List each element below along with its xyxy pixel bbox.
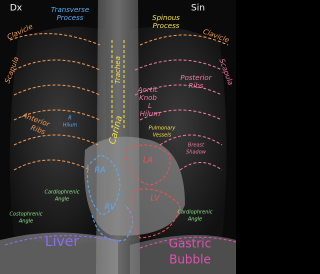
label: Ribs	[189, 82, 204, 90]
label: Angle	[187, 217, 202, 223]
label: Vessels	[153, 133, 172, 139]
label: Pulmonary	[149, 126, 177, 132]
label: Liver	[45, 234, 80, 250]
label: L	[148, 102, 152, 110]
chamber-label: LV	[150, 194, 160, 203]
label: R	[68, 116, 71, 122]
label: Process	[153, 22, 180, 30]
side-label: Sin	[191, 4, 205, 14]
chamber-label: LA	[143, 156, 153, 165]
xray-annotated: Dx Sin Transverse Process Spinous Proces…	[0, 0, 236, 274]
label: Spinous	[152, 14, 180, 22]
chamber-label: RV	[104, 203, 116, 212]
label: Aortic	[137, 86, 159, 94]
diaphragm-right	[0, 232, 118, 274]
rib-outlines	[4, 33, 236, 249]
label: Knob	[139, 94, 157, 102]
label: Hilum	[63, 123, 78, 129]
label: Angle	[54, 197, 69, 203]
label: Trachea	[114, 56, 122, 84]
label: Bubble	[169, 253, 211, 267]
chamber-label: RA	[94, 166, 105, 175]
label: Process	[57, 14, 84, 22]
side-label: Dx	[10, 4, 23, 14]
label: Transverse	[51, 6, 89, 14]
label: Gastric	[169, 237, 211, 251]
label: Cardiophrenic	[177, 210, 212, 216]
label: Hilum	[140, 110, 161, 118]
label: Angle	[18, 219, 33, 225]
label: Cardiophrenic	[44, 190, 79, 196]
label: Shadow	[186, 150, 207, 156]
diaphragm-left	[130, 235, 236, 274]
label: Costophrenic	[10, 212, 43, 218]
label: Posterior	[180, 74, 212, 82]
label: Breast	[188, 143, 205, 149]
